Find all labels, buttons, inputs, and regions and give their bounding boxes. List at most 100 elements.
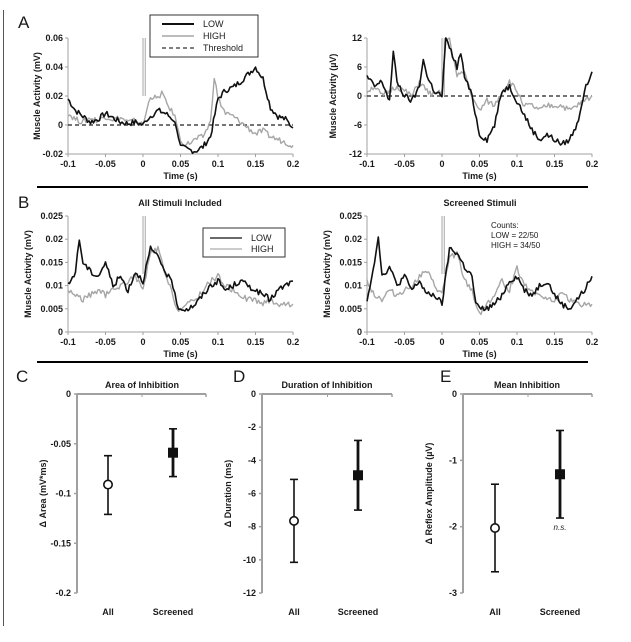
panel-letter: C [16,367,28,386]
x-tick-label: 0 [140,337,145,347]
panel-c: C Area of Inhibition -0.2 -0.15 -0.1 -0.05 0 Δ … [16,367,207,617]
x-axis-label: Time (s) [163,349,197,359]
series-line-low [366,236,593,312]
x-tick-label: 0 [140,159,145,169]
x-category-label: Screened [338,607,379,617]
series-line-high [366,37,593,112]
mean-marker-all [489,522,500,533]
y-axis-label: Δ Reflex Amplitude (µV) [424,443,434,545]
x-tick-label: -0.05 [394,337,415,347]
x-tick-label: 0.15 [546,159,564,169]
y-tick-label: 0 [58,120,63,130]
x-tick-label: 0.15 [546,337,564,347]
x-tick-label: -0.1 [60,337,76,347]
y-axis-label: Δ Area (mV*ms) [38,460,48,528]
x-category-label: All [288,607,300,617]
series-line-high [366,251,593,316]
panel-b-left: B All Stimuli Included 0 0.005 0.01 0.015 0.02… [18,193,299,359]
y-tick-label: -0.2 [55,588,71,598]
series-line-low [67,66,294,155]
mean-marker-screened [168,447,178,458]
x-tick-label: 0.15 [247,159,265,169]
panel-letter: A [18,13,30,32]
legend-label: Threshold [203,43,243,53]
panel-d: D Duration of Inhibition -12 -10 -8 -6 -4 -2 0 Δ … [223,367,393,617]
panel-title: Duration of Inhibition [282,380,373,390]
y-tick-label: 0.02 [344,234,362,244]
y-tick-label: -12 [243,588,256,598]
x-tick-label: 0.2 [586,337,599,347]
y-tick-label: 0.01 [344,281,362,291]
y-axis-label: Muscle Activity (mV) [322,230,332,318]
x-tick-label: -0.1 [60,159,76,169]
legend-label: HIGH [203,31,226,41]
x-tick-label: 0.1 [212,337,225,347]
legend-label: HIGH [251,244,274,254]
x-tick-label: 0.1 [212,159,225,169]
legend-label: LOW [251,233,272,243]
x-tick-label: 0.1 [511,159,524,169]
legend-box [202,227,286,258]
y-tick-label: -0.02 [42,149,63,159]
x-tick-label: -0.1 [359,337,375,347]
x-tick-label: 0.2 [586,159,599,169]
y-tick-label: 0.005 [40,304,63,314]
y-tick-label: 0.015 [40,257,63,267]
y-axis-label: Muscle Activity (mV) [32,52,42,140]
y-tick-label: 0 [251,389,256,399]
x-tick-label: 0.1 [511,337,524,347]
y-tick-label: -12 [349,149,362,159]
y-tick-label: -0.15 [50,538,71,548]
x-category-label: Screened [153,607,194,617]
y-tick-label: 0.025 [40,211,63,221]
y-tick-label: -2 [248,422,256,432]
x-axis-label: Time (s) [462,349,496,359]
x-tick-label: 0.2 [287,337,300,347]
y-tick-label: -0.05 [50,439,71,449]
y-tick-label: 0.025 [339,211,362,221]
x-tick-label: -0.05 [95,337,116,347]
y-tick-label: 0.02 [45,234,63,244]
x-tick-label: 0.05 [172,337,190,347]
significance-annotation: n.s. [554,523,567,532]
panel-letter: B [18,193,29,212]
panel-letter: D [233,367,245,386]
y-tick-label: -3 [449,588,457,598]
x-axis-label: Time (s) [462,171,496,181]
y-tick-label: -8 [248,522,256,532]
x-tick-label: -0.1 [359,159,375,169]
mean-marker-screened [555,469,565,480]
series-line-low [366,37,593,146]
mean-marker-all [288,515,299,526]
legend-label: LOW [203,19,224,29]
y-axis-label: Muscle Activity (mV) [23,230,33,318]
y-tick-label: 0.06 [45,33,63,43]
series-line-low [67,239,294,312]
y-tick-label: -10 [243,555,256,565]
y-tick-label: 0 [58,327,63,337]
panel-a-left: A -0.02 0 0.02 0.04 0.06 -0.1 -0.05 0 0.05 0.1 0.15… [18,13,299,181]
y-tick-label: -6 [354,120,362,130]
x-axis-label: Time (s) [163,171,197,181]
panel-title: Area of Inhibition [105,380,179,390]
legend-box [149,14,259,58]
x-tick-label: 0 [439,159,444,169]
y-tick-label: 0.04 [45,62,63,72]
y-tick-label: 0 [357,91,362,101]
y-tick-label: -4 [248,455,256,465]
y-tick-label: 0 [66,389,71,399]
panel-letter: E [440,367,451,386]
y-tick-label: 12 [352,33,362,43]
x-tick-label: 0.05 [172,159,190,169]
x-category-label: All [102,607,114,617]
counts-annotation: Counts: [491,221,519,230]
y-tick-label: 0 [452,389,457,399]
panel-e: E Mean Inhibition -3 -2 -1 0 Δ Reflex Amplitud… [424,367,593,617]
y-axis-label: Δ Duration (ms) [223,460,233,527]
x-tick-label: 0.15 [247,337,265,347]
x-tick-label: 0 [439,337,444,347]
y-tick-label: -0.1 [55,489,71,499]
x-tick-label: -0.05 [394,159,415,169]
y-tick-label: 0.005 [339,304,362,314]
